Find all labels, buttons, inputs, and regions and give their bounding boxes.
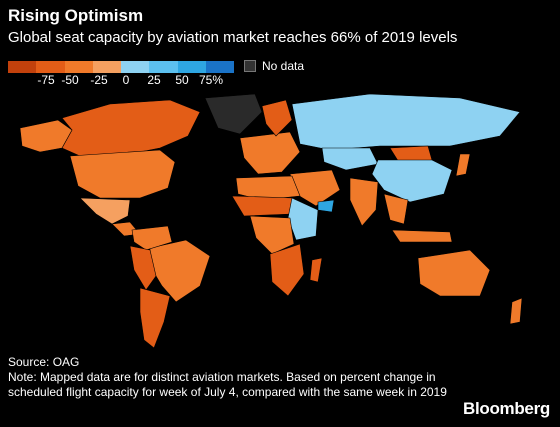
region-indonesia	[391, 229, 453, 243]
legend-step-3	[92, 61, 121, 73]
no-data-swatch	[244, 60, 256, 72]
region-mexico	[79, 197, 131, 225]
legend-tick: 0	[122, 73, 130, 87]
legend-color-scale	[8, 61, 234, 73]
region-yemen	[317, 199, 335, 213]
legend-step-6	[177, 61, 206, 73]
legend-tick: -25	[90, 73, 108, 87]
region-japan	[455, 153, 471, 177]
region-russia	[291, 93, 521, 151]
region-brazil	[149, 239, 211, 303]
region-central-africa	[249, 215, 295, 255]
region-southeast-asia	[383, 193, 409, 225]
legend-step-0	[8, 61, 37, 73]
legend-tick: -50	[61, 73, 79, 87]
bloomberg-logo: Bloomberg	[462, 399, 550, 418]
source-text: Source: OAG	[8, 355, 80, 369]
no-data-label: No data	[262, 59, 305, 73]
region-united-states	[69, 149, 176, 199]
region-kazakhstan-central-asia	[321, 147, 379, 171]
region-greenland	[204, 93, 263, 135]
chart-title: Rising Optimism	[8, 6, 144, 25]
region-china	[371, 159, 453, 203]
region-east-africa	[287, 197, 319, 241]
chart-subtitle: Global seat capacity by aviation market …	[8, 29, 458, 46]
region-peru-bolivia	[129, 245, 157, 291]
legend-tick: 50	[175, 73, 189, 87]
legend-step-7	[205, 61, 234, 73]
legend-ticks: -75 -50 -25 0 25 50 75%	[8, 73, 238, 87]
region-scandinavia	[261, 99, 293, 137]
region-colombia-venezuela	[131, 225, 173, 251]
legend-step-4	[121, 61, 150, 73]
legend-tick: 75%	[198, 73, 224, 87]
color-legend: -75 -50 -25 0 25 50 75% No data	[8, 57, 328, 87]
region-australia	[417, 249, 491, 297]
region-alaska	[19, 119, 73, 153]
region-new-zealand	[509, 297, 523, 325]
region-india	[349, 177, 379, 227]
world-map	[19, 93, 523, 349]
legend-tick: 25	[147, 73, 161, 87]
region-sahel	[231, 195, 295, 217]
region-western-europe	[239, 131, 301, 175]
region-southern-africa	[269, 243, 305, 297]
note-text: Note: Mapped data are for distinct aviat…	[8, 370, 447, 399]
legend-tick: -75	[37, 73, 55, 87]
region-canada	[61, 99, 201, 157]
legend-step-5	[149, 61, 178, 73]
region-madagascar	[309, 257, 323, 283]
legend-step-2	[64, 61, 93, 73]
region-chile-argentina	[139, 287, 171, 349]
legend-step-1	[36, 61, 65, 73]
